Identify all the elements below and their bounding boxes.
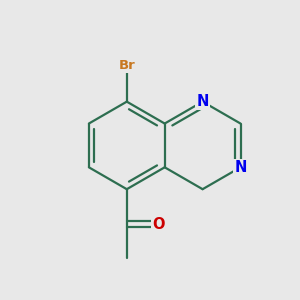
Text: N: N <box>196 94 209 109</box>
Text: N: N <box>234 160 247 175</box>
Text: O: O <box>152 217 165 232</box>
Text: Br: Br <box>118 59 135 72</box>
